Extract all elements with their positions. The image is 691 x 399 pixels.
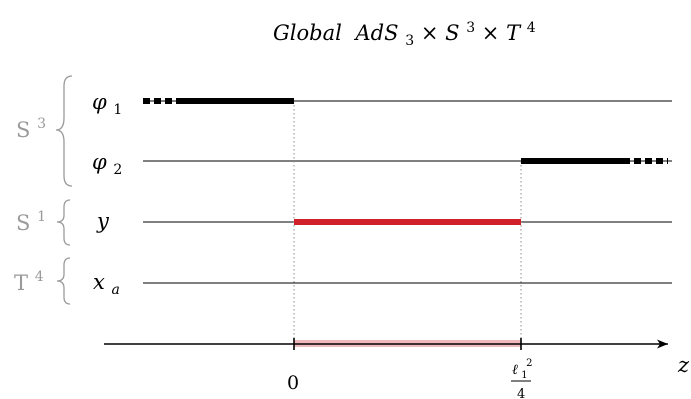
brace-s1 (56, 199, 71, 246)
tick-label-end-denominator: 4 (517, 387, 525, 399)
title-prefix: Global (273, 21, 342, 45)
group-label-s1: S 1 (16, 209, 46, 235)
title-times-1: × (421, 21, 439, 45)
row-label-phi1-sub: 1 (113, 102, 122, 118)
z-axis-arrowhead (657, 339, 668, 349)
group-label-s3-sup: 3 (37, 116, 46, 132)
title-t: T (506, 21, 522, 45)
brace-group (55, 75, 73, 305)
tick-label-zero: 0 (287, 372, 299, 394)
row-label-phi2: φ 2 (92, 150, 122, 178)
row-lines (143, 100, 672, 284)
row-label-phi1: φ 1 (92, 90, 122, 118)
row-label-y-base: y (96, 209, 110, 233)
group-label-s3: S 3 (16, 116, 46, 142)
brace-s3 (55, 75, 73, 187)
row-label-phi1-base: φ (92, 90, 107, 114)
title-times-2: × (482, 21, 500, 45)
row-label-xa-base: x (93, 270, 105, 294)
title-ads: AdS (354, 21, 399, 45)
group-label-t4: T 4 (14, 269, 44, 295)
tick-label-end-fraction: ℓ 1 2 4 (511, 358, 533, 399)
row-label-phi2-base: φ (92, 150, 107, 174)
tick-label-end-ell-sup: 2 (526, 358, 532, 369)
tick-label-end-ell-sub: 1 (521, 370, 527, 381)
z-axis-label: z (677, 353, 690, 377)
row-label-xa: x a (93, 270, 120, 298)
title-s: S (445, 21, 459, 45)
row-label-xa-sub: a (112, 282, 120, 298)
title-t-sup: 4 (527, 20, 536, 36)
row-label-phi2-sub: 2 (113, 162, 122, 178)
title-ads-sub: 3 (405, 33, 414, 49)
brace-t4 (56, 257, 71, 305)
group-label-s3-base: S (16, 118, 30, 142)
tick-label-end-numerator: ℓ 1 2 (512, 358, 533, 382)
title-s-sup: 3 (466, 20, 475, 36)
group-label-t4-base: T (14, 271, 28, 295)
row-label-y: y (96, 209, 110, 233)
group-label-t4-sup: 4 (35, 269, 44, 285)
group-label-s1-base: S (16, 211, 30, 235)
group-label-s1-sup: 1 (37, 209, 46, 225)
tick-label-end-ell: ℓ (512, 362, 518, 378)
diagram-title: Global AdS 3 × S 3 × T 4 (273, 13, 536, 50)
